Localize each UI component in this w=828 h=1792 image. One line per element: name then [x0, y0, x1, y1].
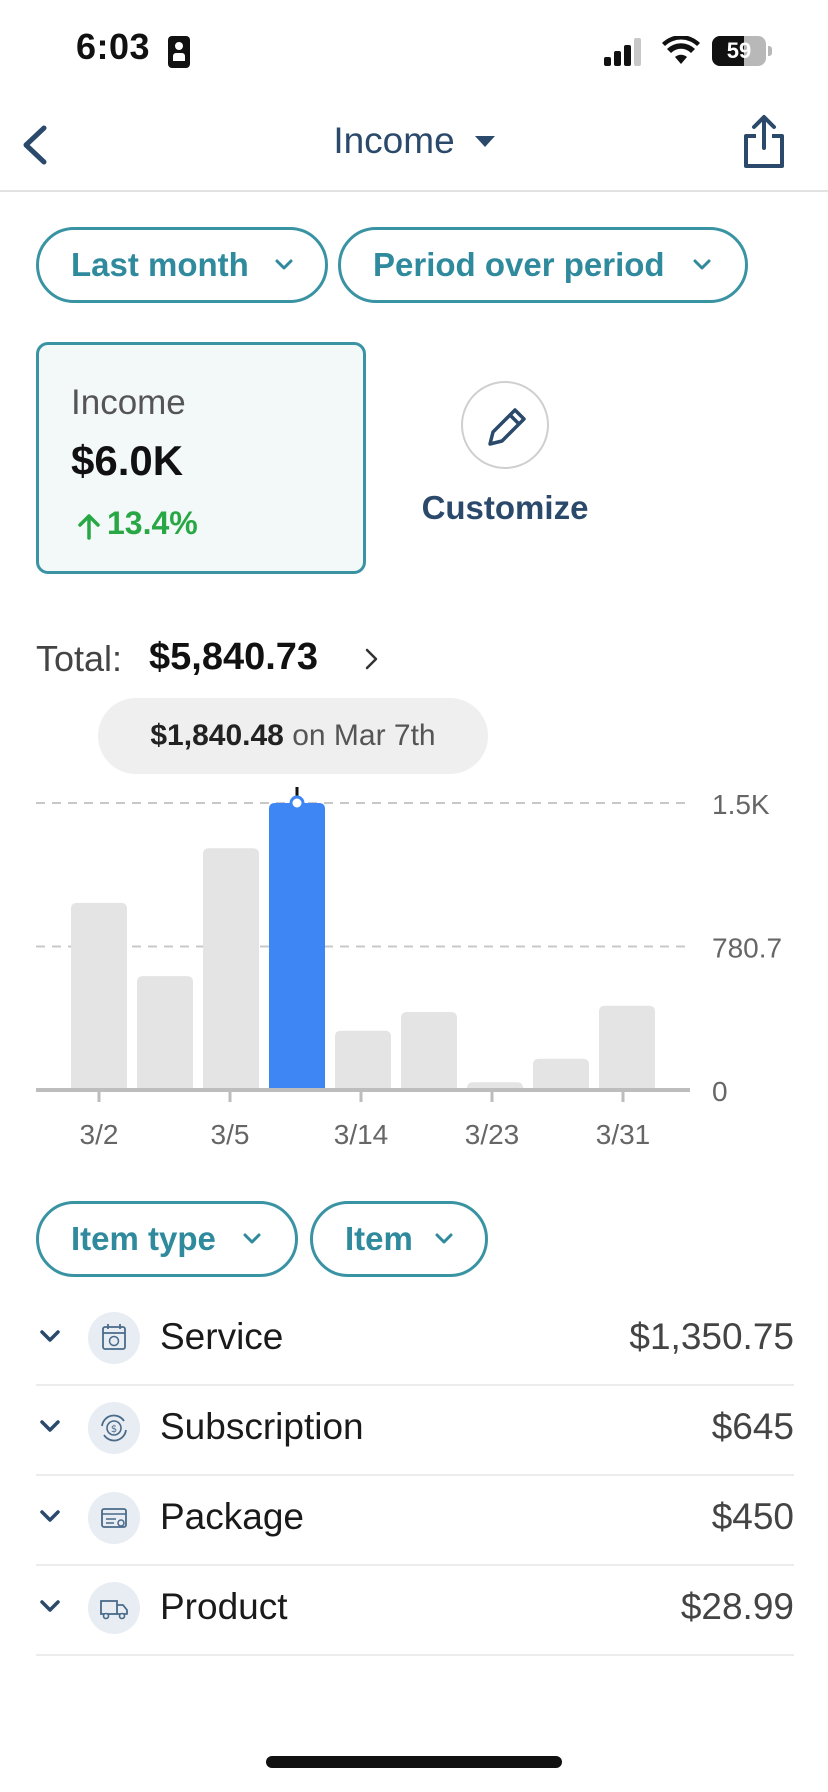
chevron-down-icon[interactable]: [38, 1418, 62, 1436]
package-icon: [88, 1492, 140, 1544]
period-filter-button[interactable]: Last month: [36, 227, 328, 303]
chart-bar: [335, 1030, 391, 1090]
chevron-down-icon: [275, 259, 293, 270]
list-item-package[interactable]: Package $450: [36, 1476, 794, 1566]
status-bar: 6:03 59: [0, 0, 828, 100]
y-tick-label: 1.5K: [712, 789, 770, 820]
tooltip-value: $1,840.48: [150, 719, 284, 752]
period-filter-label: Last month: [71, 246, 249, 283]
arrow-up-icon: [78, 513, 100, 540]
cellular-signal-icon: [604, 38, 644, 66]
item-amount: $450: [711, 1496, 794, 1537]
chart-bar: [203, 848, 259, 1090]
income-bar-chart[interactable]: 1.5K 780.7 0 3/2 3/5 3/14 3/23 3/31: [0, 770, 828, 1150]
item-name: Product: [160, 1586, 288, 1627]
x-tick-label: 3/23: [465, 1119, 520, 1150]
home-indicator: [266, 1756, 562, 1768]
page-title: Income: [333, 120, 455, 162]
comparison-filter-label: Period over period: [373, 246, 665, 283]
list-item-service[interactable]: Service $1,350.75: [36, 1296, 794, 1386]
chevron-right-icon: [365, 648, 378, 670]
pencil-icon: [488, 408, 526, 446]
kpi-label: Income: [71, 383, 186, 422]
item-breakdown-list: Service $1,350.75 $ Subscription $645 Pa…: [36, 1296, 794, 1656]
chart-bar: [137, 976, 193, 1090]
item-amount: $645: [711, 1406, 794, 1447]
chevron-down-icon[interactable]: [38, 1328, 62, 1346]
item-filter-label: Item: [345, 1220, 413, 1257]
list-item-subscription[interactable]: $ Subscription $645: [36, 1386, 794, 1476]
kpi-value: $6.0K: [71, 437, 184, 484]
total-label: Total:: [36, 638, 123, 679]
kpi-change: 13.4%: [77, 505, 198, 542]
item-filter-button[interactable]: Item: [310, 1201, 488, 1277]
selection-dot: [289, 795, 305, 811]
caret-down-icon: [474, 135, 495, 147]
chevron-down-icon[interactable]: [38, 1598, 62, 1616]
x-tick-label: 3/2: [80, 1119, 119, 1150]
calendar-icon: [88, 1312, 140, 1364]
comparison-filter-button[interactable]: Period over period: [338, 227, 748, 303]
contact-badge-icon: [168, 36, 190, 68]
customize-button[interactable]: [461, 381, 549, 469]
chevron-down-icon: [243, 1233, 261, 1244]
total-value: $5,840.73: [149, 636, 319, 678]
chevron-down-icon[interactable]: [38, 1508, 62, 1526]
recurring-dollar-icon: $: [88, 1402, 140, 1454]
back-button[interactable]: [14, 116, 66, 174]
chart-tooltip: $1,840.48 on Mar 7th: [98, 698, 488, 774]
report-selector[interactable]: Income: [0, 118, 828, 162]
svg-text:$: $: [111, 1424, 117, 1435]
chart-bar: [401, 1012, 457, 1090]
customize-label[interactable]: Customize: [421, 489, 589, 526]
wifi-icon: [662, 36, 700, 64]
nav-bar: Income: [0, 100, 828, 192]
item-name: Service: [160, 1316, 284, 1357]
chart-bar: [71, 902, 127, 1090]
x-tick-label: 3/31: [596, 1119, 651, 1150]
item-name: Package: [160, 1496, 304, 1537]
battery-icon: 59: [712, 36, 772, 66]
item-amount: $28.99: [680, 1586, 794, 1627]
delivery-truck-icon: [88, 1582, 140, 1634]
y-tick-label: 780.7: [712, 933, 782, 964]
x-tick-label: 3/5: [211, 1119, 250, 1150]
share-icon: [744, 115, 784, 168]
y-tick-label: 0: [712, 1076, 728, 1107]
chevron-down-icon: [693, 259, 711, 270]
battery-percent: 59: [726, 38, 752, 63]
item-type-filter-button[interactable]: Item type: [36, 1201, 298, 1277]
kpi-change-value: 13.4%: [107, 505, 198, 541]
x-tick-label: 3/14: [334, 1119, 389, 1150]
item-name: Subscription: [160, 1406, 364, 1447]
chart-bar: [599, 1005, 655, 1090]
chart-bar: [533, 1058, 589, 1090]
chevron-down-icon: [435, 1233, 453, 1244]
chart-bar: [269, 803, 325, 1090]
income-kpi-card[interactable]: Income $6.0K 13.4%: [36, 342, 366, 574]
item-type-filter-label: Item type: [71, 1220, 216, 1257]
list-item-product[interactable]: Product $28.99: [36, 1566, 794, 1656]
share-button[interactable]: [738, 112, 790, 172]
status-time: 6:03: [76, 26, 151, 67]
chevron-left-icon: [23, 125, 47, 165]
item-amount: $1,350.75: [629, 1316, 794, 1357]
tooltip-date: on Mar 7th: [292, 719, 436, 752]
